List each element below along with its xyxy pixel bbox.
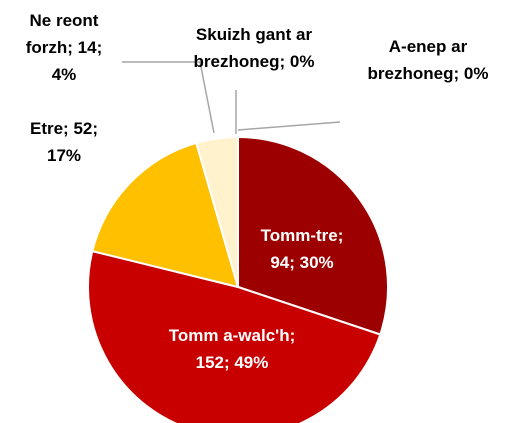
pie-slice [87,249,382,423]
data-label: Tomm-tre; 94; 30% [261,226,344,272]
leader-line [122,61,215,134]
pie-slice [91,141,240,289]
data-label: A-enep ar brezhoneg; 0% [368,37,489,83]
leader-line [237,121,341,131]
data-label: Ne reont forzh; 14; 4% [26,11,103,84]
data-label: Etre; 52; 17% [30,119,98,165]
pie-slice [237,135,389,336]
data-label: Tomm a-walc'h; 152; 49% [169,326,296,372]
data-label: Skuizh gant ar brezhoneg; 0% [194,25,315,71]
